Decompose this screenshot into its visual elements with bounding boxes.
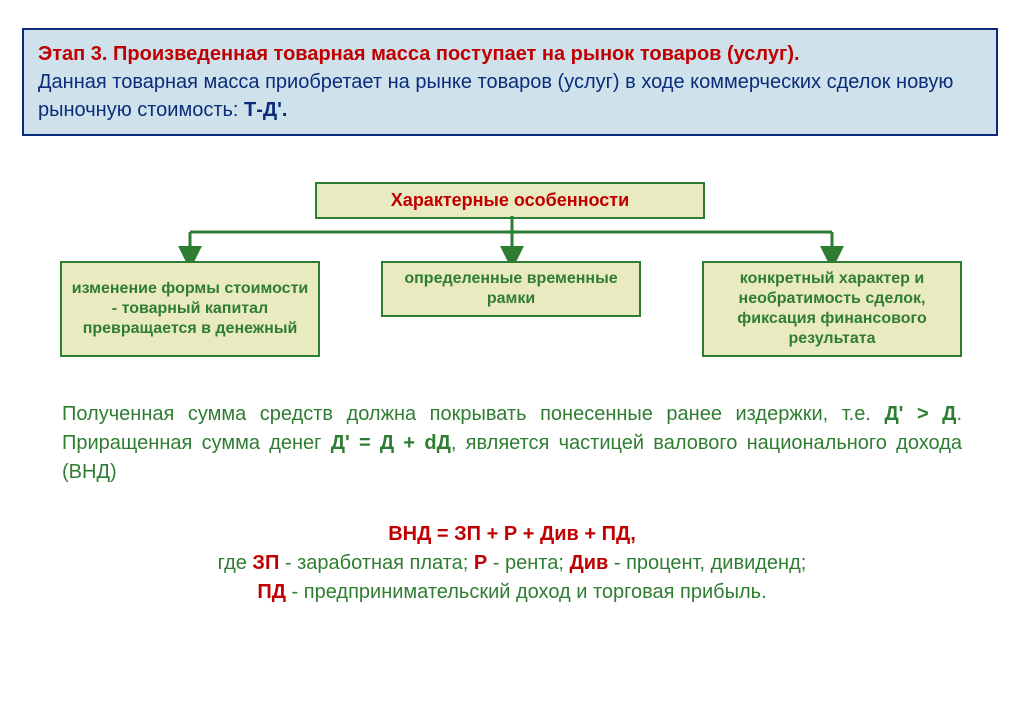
- explanation-paragraph: Полученная сумма средств должна покрыват…: [62, 400, 962, 487]
- formula-eq: ВНД = ЗП + Р + Див + ПД,: [388, 523, 636, 545]
- features-header-label: Характерные особенности: [391, 190, 629, 210]
- f2-r: Р: [474, 552, 487, 574]
- stage-info-box: Этап 3. Произведенная товарная масса пос…: [22, 28, 998, 136]
- stage-body-1: Данная товарная масса приобретает на рын…: [38, 71, 953, 121]
- formula-eq-line: ВНД = ЗП + Р + Див + ПД,: [22, 520, 1002, 549]
- f2-a: где: [218, 552, 253, 574]
- para-b: Д' > Д: [884, 403, 956, 425]
- f2-d: - процент, дивиденд;: [608, 552, 806, 574]
- f2-zp: ЗП: [252, 552, 279, 574]
- formula-line-3: ПД - предпринимательский доход и торгова…: [22, 578, 1002, 607]
- feature-item-1-label: изменение формы стоимости - товарный кап…: [70, 279, 310, 339]
- stage-body-bold: Т-Д'.: [244, 99, 287, 121]
- formula-line-2: где ЗП - заработная плата; Р - рента; Ди…: [22, 549, 1002, 578]
- para-d: Д' = Д + dД: [331, 432, 451, 454]
- f2-div: Див: [569, 552, 608, 574]
- feature-item-3: конкретный характер и необратимость сдел…: [702, 261, 962, 357]
- features-header: Характерные особенности: [315, 182, 705, 219]
- stage-title: Этап 3. Произведенная товарная масса пос…: [38, 43, 800, 65]
- f3-pd: ПД: [257, 581, 286, 603]
- feature-item-3-label: конкретный характер и необратимость сдел…: [712, 269, 952, 349]
- formula-block: ВНД = ЗП + Р + Див + ПД, где ЗП - зарабо…: [22, 520, 1002, 607]
- feature-item-2: определенные временные рамки: [381, 261, 641, 317]
- feature-item-2-label: определенные временные рамки: [391, 269, 631, 309]
- f2-c: - рента;: [487, 552, 569, 574]
- feature-item-1: изменение формы стоимости - товарный кап…: [60, 261, 320, 357]
- para-a: Полученная сумма средств должна покрыват…: [62, 403, 884, 425]
- f3-b: - предпринимательский доход и торговая п…: [286, 581, 767, 603]
- f2-b: - заработная плата;: [279, 552, 474, 574]
